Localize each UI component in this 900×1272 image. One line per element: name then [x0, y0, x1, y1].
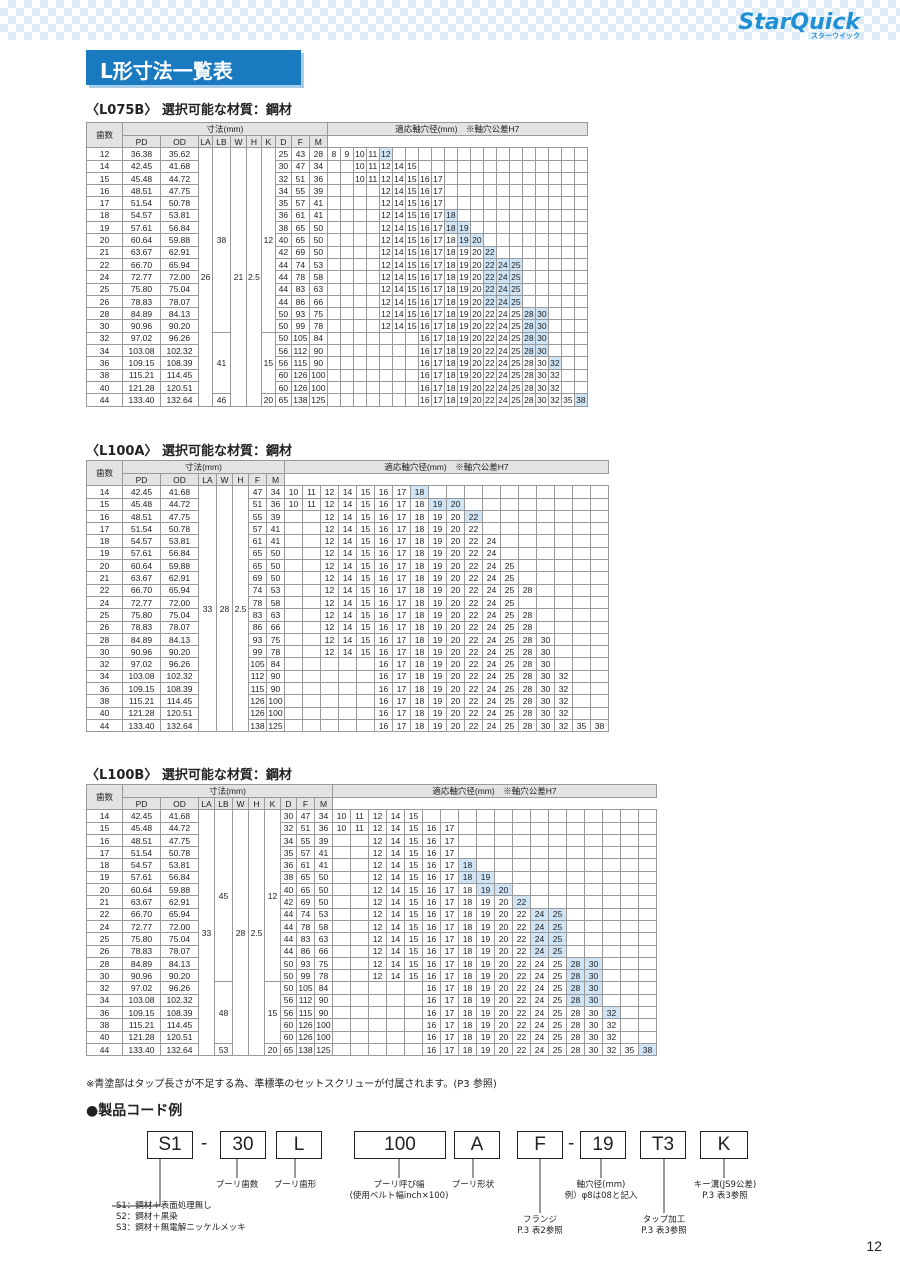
label-flange: フランジ P.3 表2参照	[517, 1215, 563, 1236]
table-row: 40 121.28 120.51 126 100 16 17 18 19 20 22 24 25 28 30…	[86, 706, 609, 720]
table-row: 25 75.80 75.04 44 83 63 12 14 15 16 17 18 19 20 22 24 25	[86, 932, 657, 946]
page-number: 12	[866, 1238, 882, 1254]
table-row: 16 48.51 47.75 55 39 12 14 15 16 17 18 19 20 22	[86, 509, 609, 524]
table-row: 14 42.45 41.68 33 28 2.5 47 34 10 11 12 14 15 16 17 18	[86, 485, 609, 733]
table-row: 26 78.83 78.07 86 66 12 14 15 16 17 18 19 20 22 24 25 28	[86, 620, 609, 634]
table-row: 24 72.77 72.00 78 58 12 14 15 16 17 18 19 20 22 24 25	[86, 595, 609, 610]
table-row: 32 97.02 96.26 105 84 16 17 18 19 20 22 24 25 28 30	[86, 657, 609, 671]
table-row: 44 133.40 132.64 138 125 16 17 18 19 20 22 24 25 28 30…	[86, 718, 609, 733]
table-row: 25 75.80 75.04 83 63 12 14 15 16 17 18 19 20 22 24 25 28	[86, 608, 609, 622]
table-row: 20 60.64 59.88 40 65 50 12 14 15 16 17 18 19 20	[86, 233, 588, 247]
table-l100a: 歯数 寸法(mm) 適応軸穴径(mm) ※軸穴公差H7 PD OD LA W H F M 14 42.…	[86, 459, 609, 733]
code-box: T3	[640, 1131, 686, 1159]
page-title: L形寸法一覧表	[86, 50, 301, 85]
header-pattern	[0, 0, 900, 40]
label-width: プーリ呼び幅 (使用ベルト幅inch×100)	[349, 1180, 449, 1201]
brand-logo: StarQuick スターウイック	[738, 10, 860, 40]
table-l100b: 歯数 寸法(mm) 適応軸穴径(mm) ※軸穴公差H7 PD OD LA LB W H K D F M 1…	[86, 783, 657, 1057]
label-bore: 軸穴径(mm) 例）φ8は08と記入	[564, 1180, 638, 1201]
table-row: 24 72.77 72.00 44 78 58 12 14 15 16 17 18 19 20 22 24 25	[86, 919, 657, 934]
table-row: 26 78.83 78.07 44 86 66 12 14 15 16 17 18 19 20 22 24 25	[86, 944, 657, 958]
table-row: 40 121.28 120.51 60 126 100 16 17 18 19 20 22 24 25 28…	[86, 380, 588, 395]
code-box: A	[454, 1131, 500, 1159]
table-row: 16 48.51 47.75 34 55 39 12 14 15 16 17	[86, 184, 588, 198]
table-row: 44 133.40 132.64 46 20 65 138 125 16 17 18 19 20 22 24…	[86, 393, 588, 407]
table-row: 38 115.21 114.45 126 100 16 17 18 19 20 22 24 25 28 30…	[86, 694, 609, 708]
table-row: 19 57.61 56.84 65 50 12 14 15 16 17 18 19 20 22 24	[86, 546, 609, 561]
table-row: 14 42.45 41.68 30 47 34 10 11 12 14 15	[86, 159, 588, 173]
table-row: 44 133.40 132.64 53 20 65 138 125 16 17 18 19 20 22 24…	[86, 1042, 657, 1057]
table-row: 17 51.54 50.78 35 57 41 12 14 15 16 17	[86, 846, 657, 860]
code-box: F	[517, 1131, 563, 1159]
table-row: 19 57.61 56.84 38 65 50 12 14 15 16 17 18 19	[86, 870, 657, 885]
table-row: 38 115.21 114.45 60 126 100 16 17 18 19 20 22 24 25 28…	[86, 368, 588, 382]
label-key: キー溝(JS9公差) P.3 表3参照	[693, 1180, 757, 1201]
table-row: 16 48.51 47.75 34 55 39 12 14 15 16 17	[86, 833, 657, 848]
table-row: 19 57.61 56.84 38 65 50 12 14 15 16 17 18 19	[86, 221, 588, 235]
label-teeth: プーリ歯数	[215, 1180, 259, 1190]
table-row: 32 97.02 96.26 41 15 50 105 84 16 17 18 19 20 22 24 25 2…	[86, 331, 588, 395]
section-title-l075b: 〈L075B〉 選択可能な材質：鋼材	[86, 103, 292, 118]
code-box: 30	[220, 1131, 266, 1159]
code-box: 19	[580, 1131, 626, 1159]
table-row: 28 84.89 84.13 50 93 75 12 14 15 16 17 18 19 20 22 24 25…	[86, 956, 657, 971]
table-row: 36 109.15 108.39 115 90 16 17 18 19 20 22 24 25 28 30 3…	[86, 682, 609, 696]
section-title-l100b: 〈L100B〉 選択可能な材質：鋼材	[86, 768, 292, 783]
label-material: S1：鋼材＋表面処理無し S2：鋼材＋黒染 S3：鋼材＋無電解ニッケルメッキ	[116, 1201, 246, 1233]
table-row: 22 66.70 65.94 74 53 12 14 15 16 17 18 19 20 22 24 25 28	[86, 583, 609, 597]
table-l075b: 歯数 寸法(mm) 適応軸穴径(mm) ※軸穴公差H7 PD OD LA LB W H K D F M 1…	[86, 121, 588, 407]
product-code-title: ●製品コード例	[86, 1103, 183, 1119]
label-form: プーリ形状	[451, 1180, 495, 1190]
code-separator: -	[568, 1133, 575, 1154]
table-row: 34 103.08 102.32 112 90 16 17 18 19 20 22 24 25 28 30 3…	[86, 669, 609, 684]
section-title-l100a: 〈L100A〉 選択可能な材質：鋼材	[86, 444, 293, 459]
table-row: 17 51.54 50.78 35 57 41 12 14 15 16 17	[86, 196, 588, 210]
code-box: 100	[354, 1131, 446, 1159]
label-tap: タップ加工 P.3 表3参照	[641, 1215, 687, 1236]
code-box: L	[276, 1131, 322, 1159]
table-row: 22 66.70 65.94 44 74 53 12 14 15 16 17 18 19 20 22 24 25	[86, 907, 657, 921]
table-row: 15 45.48 44.72 32 51 36 10 11 12 14 15 16 17	[86, 171, 588, 186]
table-row: 21 63.67 62.91 42 69 50 12 14 15 16 17 18 19 20 22	[86, 895, 657, 909]
table-row: 34 103.08 102.32 56 112 90 16 17 18 19 20 22 24 25 28 3…	[86, 344, 588, 358]
table-row: 18 54.57 53.81 36 61 41 12 14 15 16 17 18	[86, 858, 657, 872]
table-row: 15 45.48 44.72 32 51 36 10 11 12 14 15 16 17	[86, 821, 657, 835]
table-row: 17 51.54 50.78 57 41 12 14 15 16 17 18 19 20 22	[86, 522, 609, 536]
table-row: 30 90.96 90.20 50 99 78 12 14 15 16 17 18 19 20 22 24 25…	[86, 969, 657, 983]
table-row: 32 97.02 96.26 48 15 50 105 84 16 17 18 19 20 22 24 25 2…	[86, 981, 657, 1044]
table-row: 30 90.96 90.20 99 78 12 14 15 16 17 18 19 20 22 24 25 28…	[86, 645, 609, 659]
table-row: 25 75.80 75.04 44 83 63 12 14 15 16 17 18 19 20 22 24 25	[86, 282, 588, 296]
table-row: 20 60.64 59.88 65 50 12 14 15 16 17 18 19 20 22 24 25	[86, 559, 609, 573]
table-row: 34 103.08 102.32 56 112 90 16 17 18 19 20 22 24 25 28 3…	[86, 993, 657, 1008]
code-box: K	[700, 1131, 748, 1159]
table-row: 14 42.45 41.68 33 45 28 2.5 12 30 47 34 10 11 12 14 15	[86, 809, 657, 1057]
table-row: 21 63.67 62.91 69 50 12 14 15 16 17 18 19 20 22 24 25	[86, 571, 609, 585]
table-row: 12 36.38 35.62 26 38 21 2.5 12 25 43 28 8 9 10 11 12	[86, 147, 588, 407]
table-row: 36 109.15 108.39 56 115 90 16 17 18 19 20 22 24 25 28 3…	[86, 1006, 657, 1020]
table-row: 28 84.89 84.13 50 93 75 12 14 15 16 17 18 19 20 22 24 25…	[86, 307, 588, 321]
code-separator: -	[201, 1133, 208, 1154]
table-row: 18 54.57 53.81 61 41 12 14 15 16 17 18 19 20 22 24	[86, 534, 609, 548]
code-box: S1	[147, 1131, 193, 1159]
table-row: 20 60.64 59.88 40 65 50 12 14 15 16 17 18 19 20	[86, 883, 657, 897]
footnote: ※青塗部はタップ長さが不足する為、準標準のセットスクリューが付属されます。(P3…	[86, 1079, 497, 1090]
table-row: 28 84.89 84.13 93 75 12 14 15 16 17 18 19 20 22 24 25 28…	[86, 632, 609, 647]
label-shape: プーリ歯形	[273, 1180, 317, 1190]
table-row: 36 109.15 108.39 56 115 90 16 17 18 19 20 22 24 25 28 3…	[86, 356, 588, 370]
table-row: 21 63.67 62.91 42 69 50 12 14 15 16 17 18 19 20 22	[86, 245, 588, 259]
table-row: 18 54.57 53.81 36 61 41 12 14 15 16 17 18	[86, 208, 588, 223]
